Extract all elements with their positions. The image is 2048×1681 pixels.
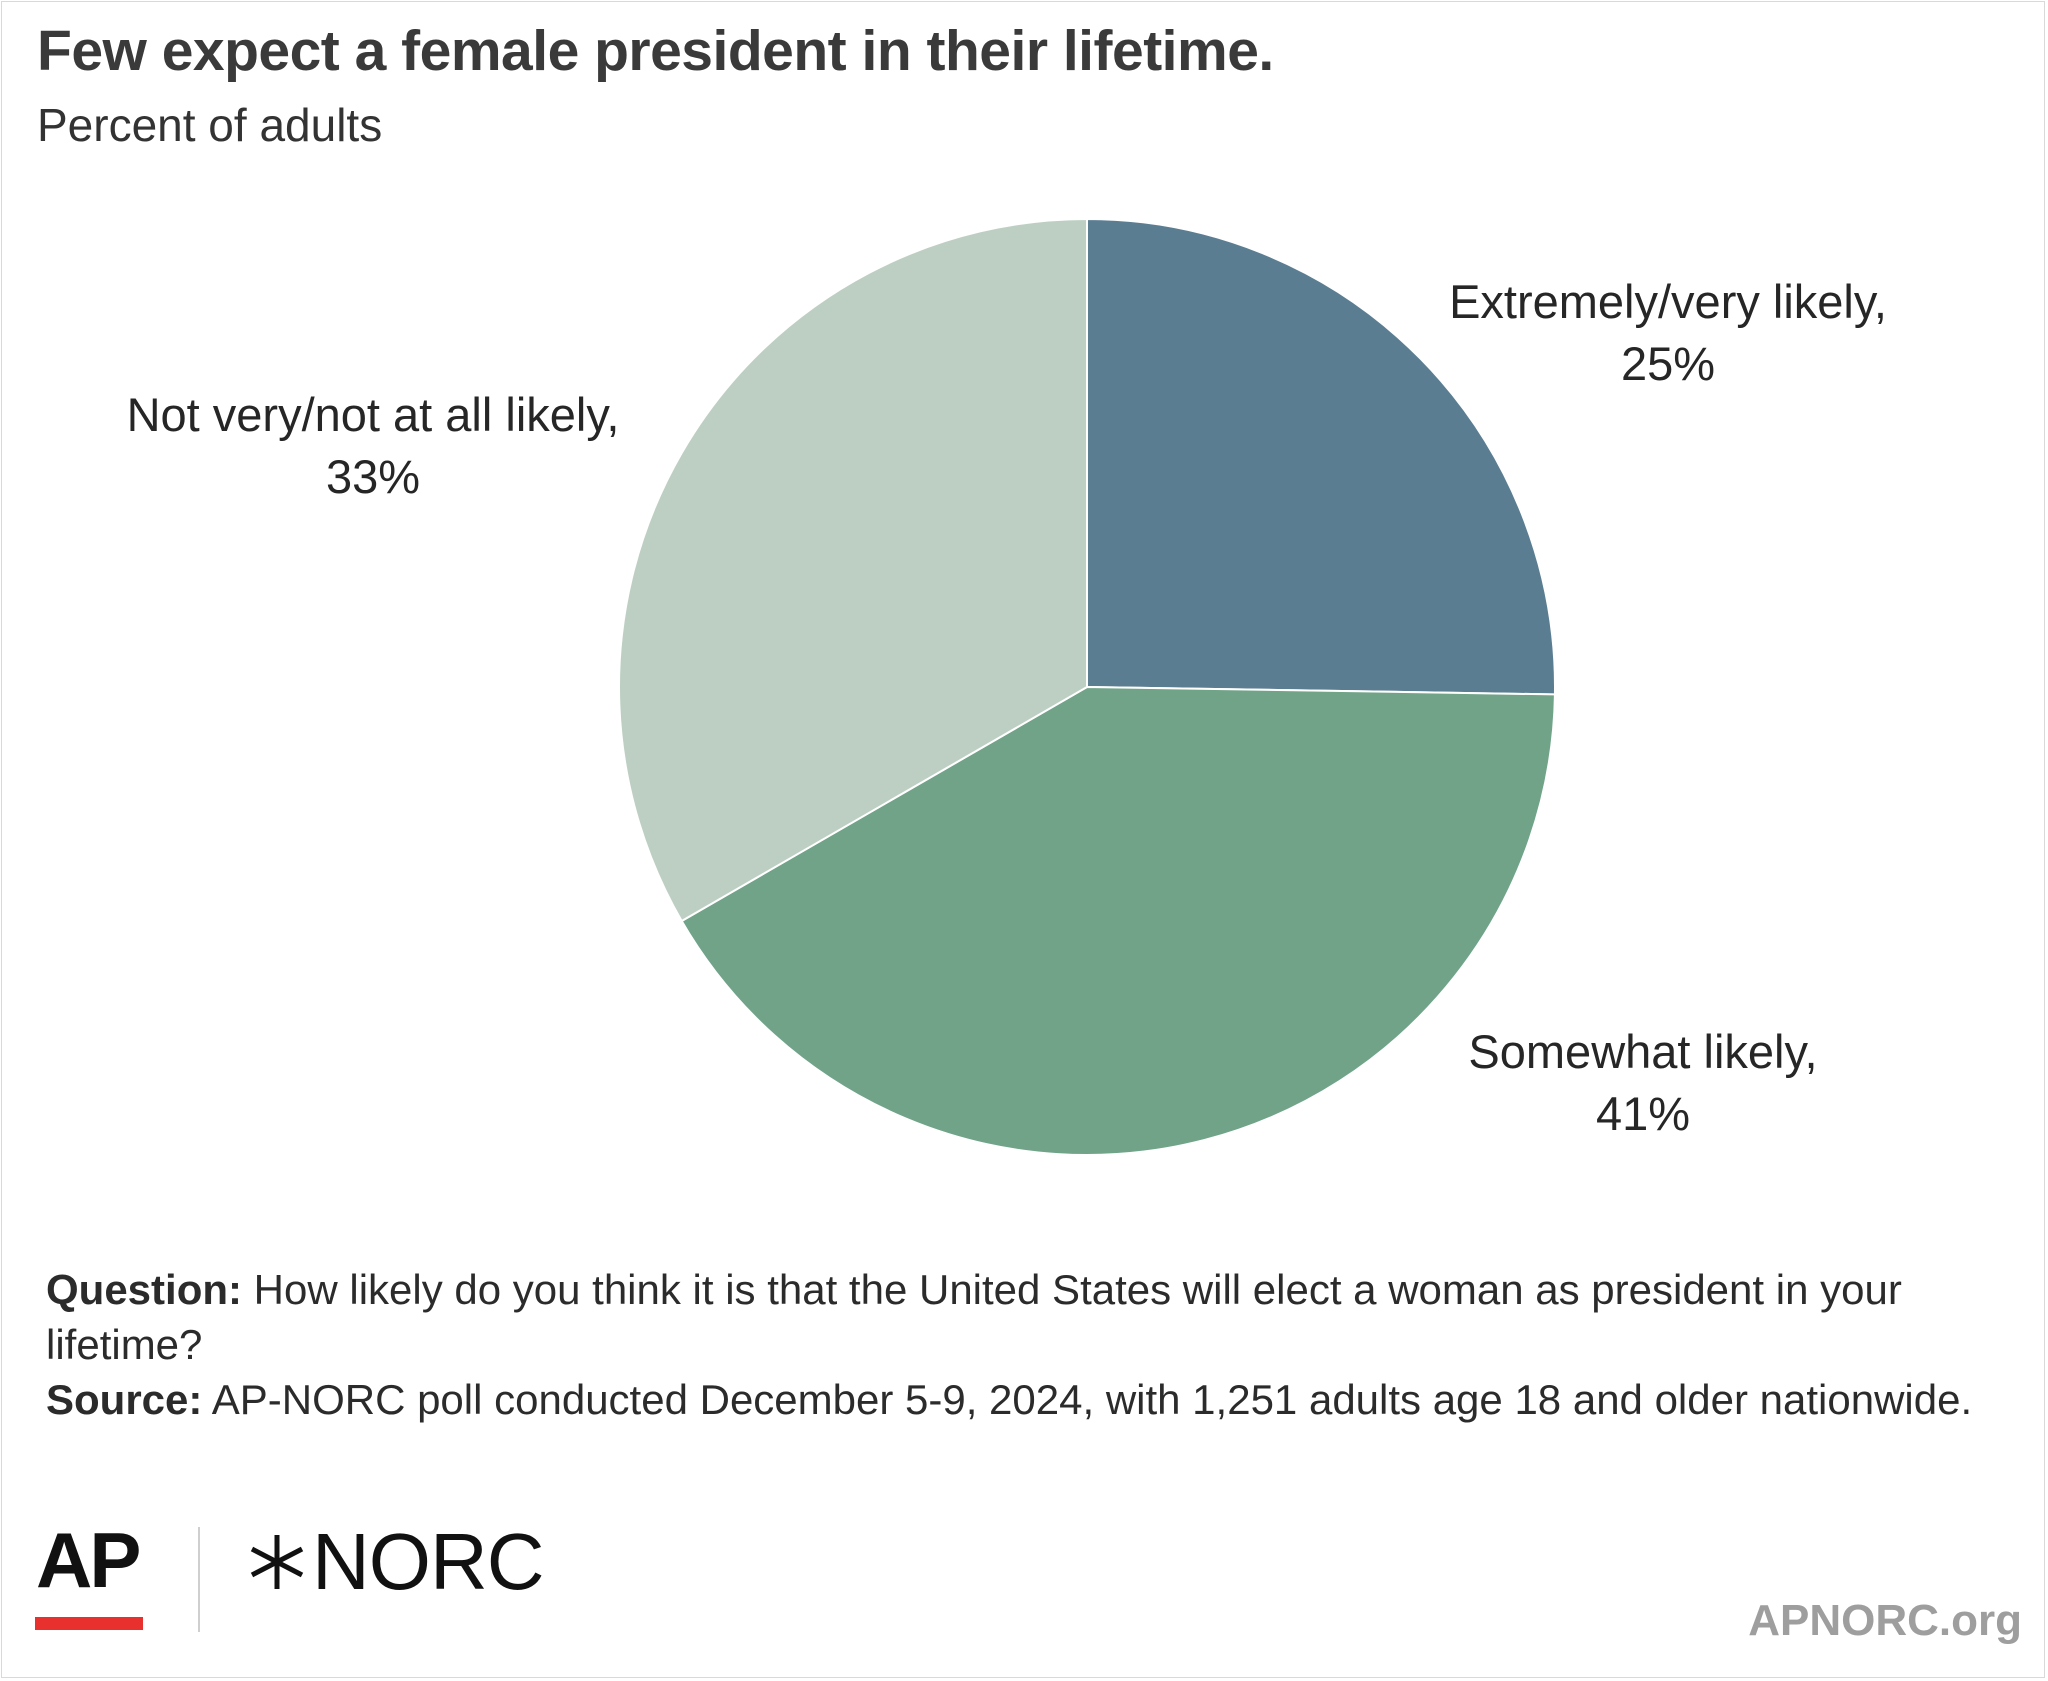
slice-value-label-2: 33% xyxy=(326,450,420,503)
question-note: Question: How likely do you think it is … xyxy=(46,1262,2006,1372)
slice-label-group-2: Not very/not at all likely, 33% xyxy=(127,388,620,503)
pie-slice-2 xyxy=(618,217,1088,923)
star-icon xyxy=(250,1535,304,1589)
chart-notes: Question: How likely do you think it is … xyxy=(46,1262,2006,1427)
pie-chart: Extremely/very likely, 25% Somewhat like… xyxy=(127,217,1887,1156)
slice-label-0: Extremely/very likely, xyxy=(1449,275,1887,328)
norc-logo-text: NORC xyxy=(312,1517,545,1606)
slice-label-2: Not very/not at all likely, xyxy=(127,388,620,441)
ap-logo: AP xyxy=(36,1516,141,1604)
chart-subtitle: Percent of adults xyxy=(37,99,383,151)
slice-value-label-0: 25% xyxy=(1621,337,1715,390)
site-url: APNORC.org xyxy=(1748,1596,2022,1645)
slice-label-1: Somewhat likely, xyxy=(1468,1025,1817,1078)
source-label: Source: xyxy=(46,1376,203,1423)
pie-slice-1 xyxy=(680,685,1556,1156)
ap-logo-bar xyxy=(35,1617,143,1630)
slice-label-group-1: Somewhat likely, 41% xyxy=(1468,1025,1817,1140)
logo-divider xyxy=(198,1527,200,1632)
pie-slices xyxy=(618,217,1556,1156)
slice-label-group-0: Extremely/very likely, 25% xyxy=(1449,275,1887,390)
question-text: How likely do you think it is that the U… xyxy=(46,1266,1902,1368)
norc-logo: NORC xyxy=(246,1516,545,1608)
question-label: Question: xyxy=(46,1266,242,1313)
source-text: AP-NORC poll conducted December 5-9, 202… xyxy=(202,1376,1973,1423)
source-note: Source: AP-NORC poll conducted December … xyxy=(46,1372,2006,1427)
slice-value-label-1: 41% xyxy=(1596,1087,1690,1140)
pie-slice-0 xyxy=(1086,217,1556,696)
chart-title: Few expect a female president in their l… xyxy=(37,19,1274,83)
